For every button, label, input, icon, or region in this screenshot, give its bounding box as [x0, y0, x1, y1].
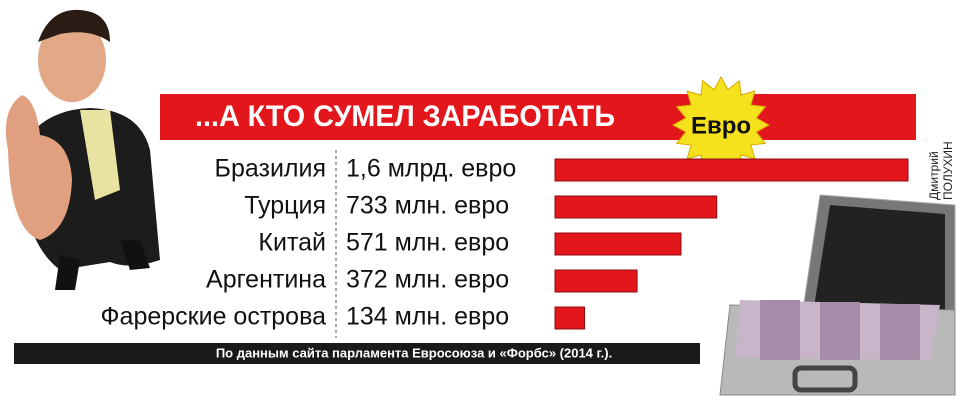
- value-label: 372 млн. евро: [346, 266, 509, 294]
- value-label: 733 млн. евро: [346, 192, 509, 220]
- source-note: По данным сайта парламента Евросоюза и «…: [216, 345, 612, 360]
- bar: [554, 306, 586, 330]
- category-label: Китай: [258, 229, 326, 257]
- bar: [554, 232, 682, 256]
- bar: [554, 158, 909, 182]
- man-illustration: [5, 9, 160, 290]
- category-label: Турция: [244, 192, 326, 220]
- bar: [554, 195, 718, 219]
- bar: [554, 269, 638, 293]
- title-band: [160, 94, 916, 140]
- category-label: Фарерские острова: [101, 303, 327, 331]
- category-label: Бразилия: [215, 155, 326, 183]
- credit-line: ПОЛУХИН: [941, 141, 955, 200]
- source-band: [14, 343, 700, 364]
- suitcase-illustration: [719, 194, 956, 396]
- value-label: 571 млн. евро: [346, 229, 509, 257]
- chart-title: ...А КТО СУМЕЛ ЗАРАБОТАТЬ: [195, 100, 615, 133]
- value-label: 134 млн. евро: [346, 303, 509, 331]
- credit: Дмитрий ПОЛУХИН: [927, 141, 955, 200]
- credit-line: Дмитрий: [927, 151, 941, 200]
- value-label: 1,6 млрд. евро: [346, 155, 516, 183]
- category-label: Аргентина: [206, 266, 326, 294]
- badge-text: Евро: [691, 112, 751, 139]
